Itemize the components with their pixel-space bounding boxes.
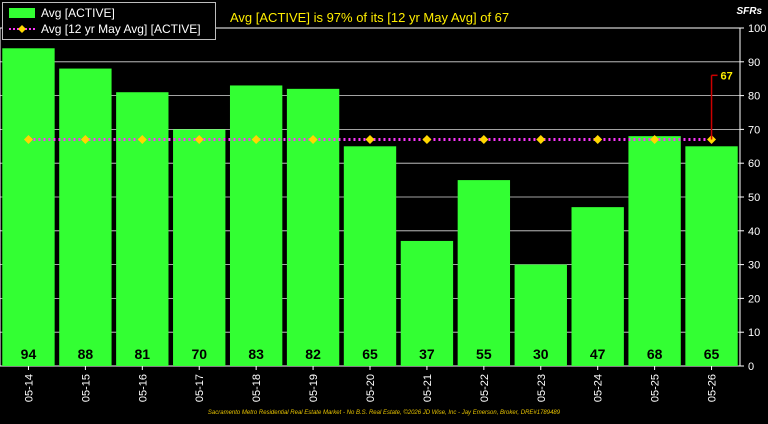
avg-marker — [536, 135, 546, 145]
bar — [2, 48, 55, 366]
y-tick-label: 70 — [748, 124, 760, 136]
bar-value-label: 65 — [362, 346, 378, 362]
y-tick-label: 30 — [748, 260, 760, 272]
avg-callout: 67 — [710, 70, 733, 140]
bar — [286, 88, 340, 366]
legend-label-active: Avg [ACTIVE] — [41, 6, 115, 20]
bar — [59, 68, 112, 366]
bar — [685, 146, 738, 366]
x-tick-label: 05-17 — [194, 374, 206, 402]
x-tick-label: 05-16 — [137, 374, 149, 402]
y-tick-label: 90 — [748, 57, 760, 69]
avg-marker — [137, 135, 147, 145]
bar — [628, 136, 681, 366]
avg-marker — [308, 135, 318, 145]
y-tick-label: 50 — [748, 192, 760, 204]
legend: Avg [ACTIVE] Avg [12 yr May Avg] [ACTIVE… — [2, 2, 216, 40]
y-axis: 0 10 20 30 40 50 60 70 80 90 100 — [740, 23, 766, 373]
legend-label-avg: Avg [12 yr May Avg] [ACTIVE] — [41, 22, 201, 36]
legend-item-avg: Avg [12 yr May Avg] [ACTIVE] — [9, 21, 201, 37]
avg-marker — [593, 135, 603, 145]
callout-value: 67 — [721, 70, 733, 82]
avg-marker — [650, 135, 660, 145]
avg-marker — [80, 135, 90, 145]
footer-credit: Sacramento Metro Residential Real Estate… — [207, 410, 561, 416]
bar-value-label: 88 — [78, 346, 94, 362]
bars: 94 88 81 70 83 82 65 37 55 30 47 68 65 — [2, 48, 738, 367]
bar-value-label: 83 — [248, 346, 264, 362]
y-tick-label: 80 — [748, 91, 760, 103]
bar-value-label: 37 — [419, 346, 435, 362]
unit-label: SFRs — [736, 6, 762, 17]
bar-value-label: 81 — [135, 346, 151, 362]
avg-marker — [365, 135, 375, 145]
bar-value-label: 55 — [476, 346, 492, 362]
x-tick-label: 05-18 — [251, 374, 263, 402]
bar-value-label: 30 — [533, 346, 549, 362]
legend-line-swatch — [9, 24, 35, 34]
bar-value-label: 47 — [590, 346, 606, 362]
bar-value-label: 68 — [647, 346, 663, 362]
avg-marker — [23, 135, 33, 145]
avg-marker — [479, 135, 489, 145]
y-tick-label: 0 — [748, 361, 754, 373]
x-tick-label: 05-21 — [422, 374, 434, 402]
bar-value-label: 70 — [191, 346, 207, 362]
legend-item-active: Avg [ACTIVE] — [9, 5, 115, 21]
x-tick-label: 05-20 — [365, 374, 377, 402]
bar — [514, 264, 567, 366]
bar — [400, 240, 454, 366]
bar — [571, 207, 624, 366]
bar — [229, 85, 283, 367]
bar — [116, 92, 169, 366]
bar — [173, 129, 226, 366]
avg-marker — [251, 135, 261, 145]
x-tick-label: 05-14 — [23, 374, 35, 402]
bar-value-label: 82 — [305, 346, 321, 362]
x-tick-label: 05-19 — [308, 374, 320, 402]
headline: Avg [ACTIVE] is 97% of its [12 yr May Av… — [230, 10, 510, 25]
x-tick-label: 05-22 — [479, 374, 491, 402]
x-tick-label: 05-25 — [650, 374, 662, 402]
x-tick-label: 05-24 — [593, 374, 605, 402]
y-tick-label: 60 — [748, 158, 760, 170]
y-tick-label: 100 — [748, 23, 766, 35]
avg-marker — [194, 135, 204, 145]
bar-value-label: 94 — [21, 346, 37, 362]
x-tick-label: 05-23 — [536, 374, 548, 402]
bar — [457, 180, 511, 366]
legend-bar-swatch — [9, 8, 35, 18]
x-axis: 05-14 05-15 05-16 05-17 05-18 05-19 05-20 05-21… — [23, 366, 719, 402]
y-tick-label: 20 — [748, 293, 760, 305]
avg-marker — [422, 135, 432, 145]
x-tick-label: 05-26 — [707, 374, 719, 402]
x-tick-label: 05-15 — [80, 374, 92, 402]
y-tick-label: 10 — [748, 327, 760, 339]
avg-line — [23, 135, 717, 145]
y-tick-label: 40 — [748, 226, 760, 238]
bar-value-label: 65 — [704, 346, 720, 362]
bar — [343, 146, 397, 366]
